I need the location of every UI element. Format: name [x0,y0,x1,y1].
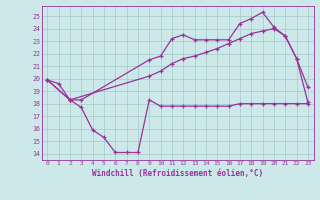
X-axis label: Windchill (Refroidissement éolien,°C): Windchill (Refroidissement éolien,°C) [92,169,263,178]
